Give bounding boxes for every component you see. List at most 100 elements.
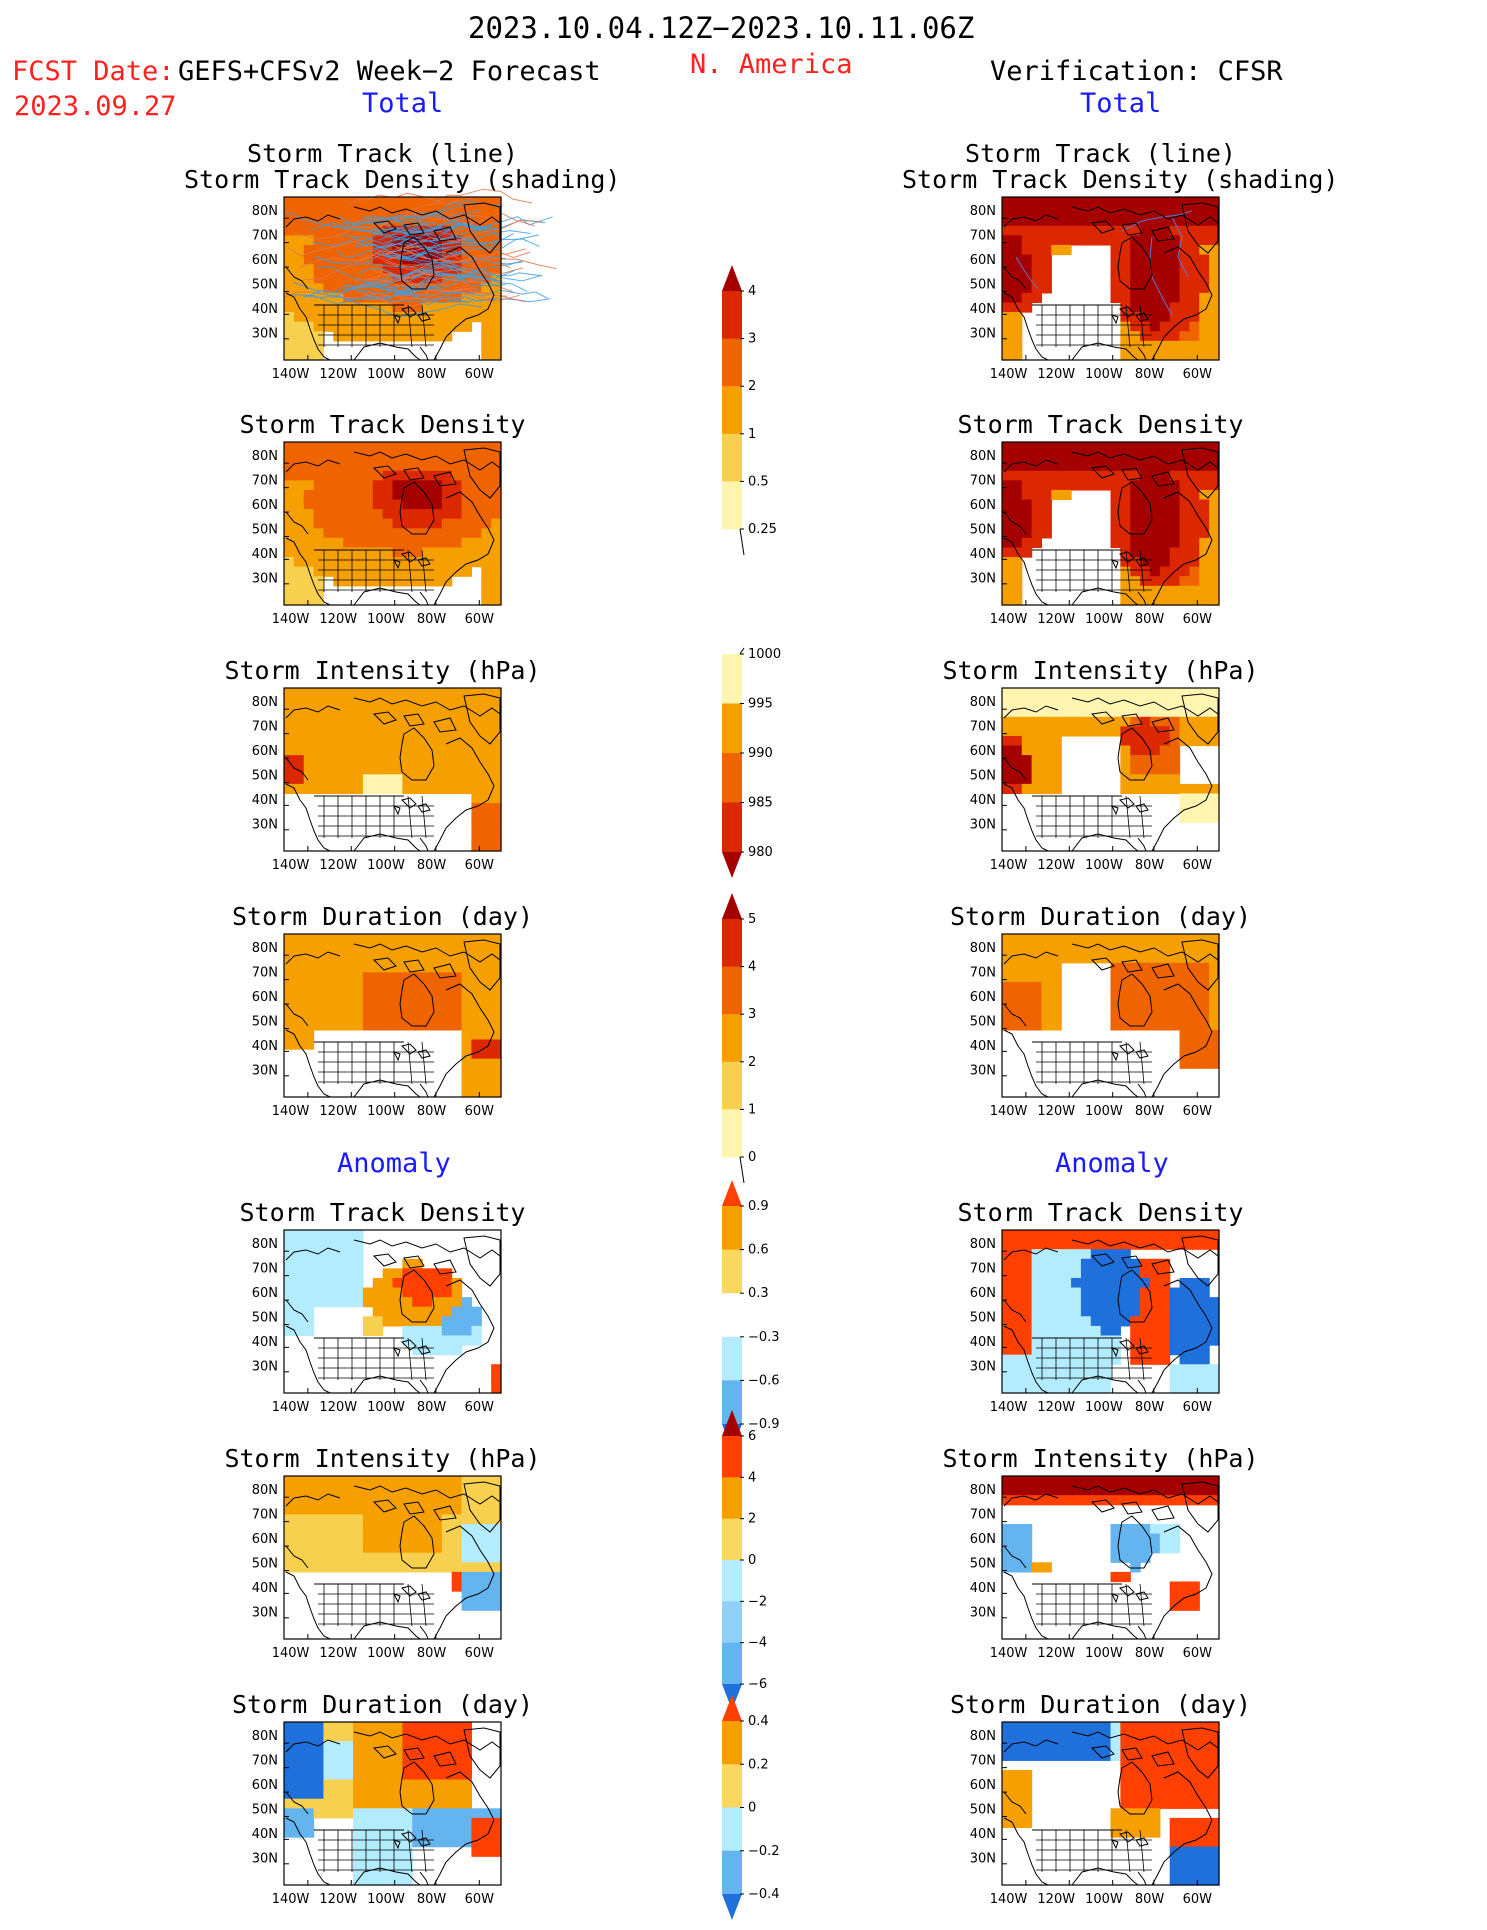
colorbar-label: 1: [748, 427, 756, 442]
colorbar-label: −0.9: [748, 1417, 780, 1432]
state-borders: [1036, 1041, 1152, 1085]
lat-label: 50N: [252, 1802, 278, 1817]
panel-title: Storm Track (line) Storm Track Density (…: [184, 139, 621, 194]
lat-label: 70N: [252, 473, 278, 488]
colorbar-label: 2: [748, 1055, 756, 1070]
lon-label: 140W: [272, 1104, 310, 1119]
lon-label: 120W: [319, 1104, 357, 1119]
colorbar-label: −6: [748, 1677, 767, 1692]
colorbar-duration: 5 4 3 2 1 0: [722, 893, 802, 1184]
map-frame: [283, 441, 502, 606]
colorbar-label: 0.4: [748, 1714, 769, 1729]
lat-label: 80N: [252, 695, 278, 710]
lat-label: 40N: [252, 793, 278, 808]
lon-label: 80W: [1135, 1646, 1165, 1661]
colorbar-swatch: [722, 1807, 742, 1852]
shading-field: [284, 1476, 502, 1611]
colorbar-label: −0.4: [748, 1887, 780, 1902]
colorbar-intensity: 1000 995 990 985 980: [722, 647, 802, 888]
lon-label: 140W: [990, 367, 1028, 382]
colorbar-label: 0: [748, 1150, 756, 1165]
panel-title: Storm Intensity (hPa): [224, 1444, 541, 1473]
colorbar-swatch: [722, 1642, 742, 1685]
map-frame: [283, 1229, 502, 1394]
lat-label: 30N: [970, 326, 996, 341]
fcst-model: GEFS+CFSv2 Week−2 Forecast: [178, 56, 601, 87]
colorbar-swatch: [722, 1850, 742, 1895]
lat-label: 80N: [970, 449, 996, 464]
lon-label: 80W: [417, 367, 447, 382]
lon-label: 80W: [1135, 1892, 1165, 1907]
map-outlines: [1002, 1235, 1219, 1394]
lat-label: 30N: [970, 1605, 996, 1620]
lat-label: 40N: [970, 547, 996, 562]
lat-label: 30N: [970, 817, 996, 832]
lat-label: 40N: [970, 1039, 996, 1054]
colorbar-anom-duration: 0.4 0.2 0 −0.2 −0.4: [722, 1695, 802, 1930]
lon-label: 120W: [319, 367, 357, 382]
panel-title: Storm Track (line) Storm Track Density (…: [902, 139, 1339, 194]
state-borders: [1036, 304, 1152, 348]
colorbar-swatch: [722, 1249, 742, 1294]
map-outlines: [1002, 202, 1219, 361]
colorbar-label: 4: [748, 284, 756, 299]
lat-label: 40N: [252, 1335, 278, 1350]
shading-field: [284, 1722, 502, 1886]
lat-label: 40N: [252, 547, 278, 562]
lon-label: 120W: [1037, 1892, 1075, 1907]
colorbar-swatch: [722, 386, 742, 435]
map-ticks: [284, 1250, 480, 1393]
storm-track-lines: [283, 188, 557, 318]
map-frame: [1001, 1721, 1220, 1886]
colorbar-swatch: [722, 1518, 742, 1561]
lon-label: 80W: [417, 1104, 447, 1119]
panel-title: Storm Track Density: [239, 410, 526, 439]
lat-label: 70N: [252, 1507, 278, 1522]
colorbar-label: 980: [748, 845, 773, 860]
lon-label: 140W: [990, 1400, 1028, 1415]
state-borders: [1036, 1337, 1152, 1381]
lat-label: 60N: [970, 253, 996, 268]
colorbar-label: 0.6: [748, 1243, 769, 1258]
map-ticks: [284, 708, 480, 851]
map-frame: [1001, 196, 1220, 361]
lat-label: 70N: [970, 1261, 996, 1276]
lat-label: 70N: [970, 1753, 996, 1768]
lat-label: 30N: [252, 571, 278, 586]
lat-label: 50N: [252, 1556, 278, 1571]
lat-label: 80N: [970, 1483, 996, 1498]
lat-label: 80N: [252, 941, 278, 956]
state-borders: [318, 549, 434, 593]
lat-label: 30N: [252, 817, 278, 832]
map-outlines: [284, 447, 501, 606]
lon-label: 60W: [1183, 1104, 1213, 1119]
lat-label: 30N: [252, 1359, 278, 1374]
lon-label: 100W: [367, 1104, 405, 1119]
shading-field: [284, 442, 502, 606]
lon-label: 100W: [1085, 1646, 1123, 1661]
fcst-date-label: FCST Date:: [12, 56, 175, 87]
fcst-date: 2023.09.27: [14, 91, 177, 122]
map-ticks: [1002, 462, 1198, 605]
lat-label: 50N: [252, 1014, 278, 1029]
map-frame: [283, 1475, 502, 1640]
colorbar-label: 2: [748, 379, 756, 394]
total-right-label: Total: [1080, 88, 1162, 119]
lat-label: 60N: [970, 1778, 996, 1793]
lat-label: 40N: [970, 302, 996, 317]
lon-label: 60W: [465, 1892, 495, 1907]
map-outlines: [1002, 447, 1219, 606]
lat-label: 70N: [252, 965, 278, 980]
lat-label: 70N: [970, 473, 996, 488]
colorbar-swatch: [722, 1477, 742, 1520]
colorbar-label: 3: [748, 332, 756, 347]
lon-label: 60W: [1183, 612, 1213, 627]
lat-label: 50N: [252, 768, 278, 783]
anomaly-right-label: Anomaly: [1055, 1148, 1169, 1179]
lon-label: 100W: [1085, 858, 1123, 873]
map-ticks: [1002, 1496, 1198, 1639]
shading-field: [1002, 442, 1220, 606]
colorbar-swatch: [722, 966, 742, 1015]
colorbar-swatch: [722, 1336, 742, 1381]
lat-label: 50N: [252, 277, 278, 292]
